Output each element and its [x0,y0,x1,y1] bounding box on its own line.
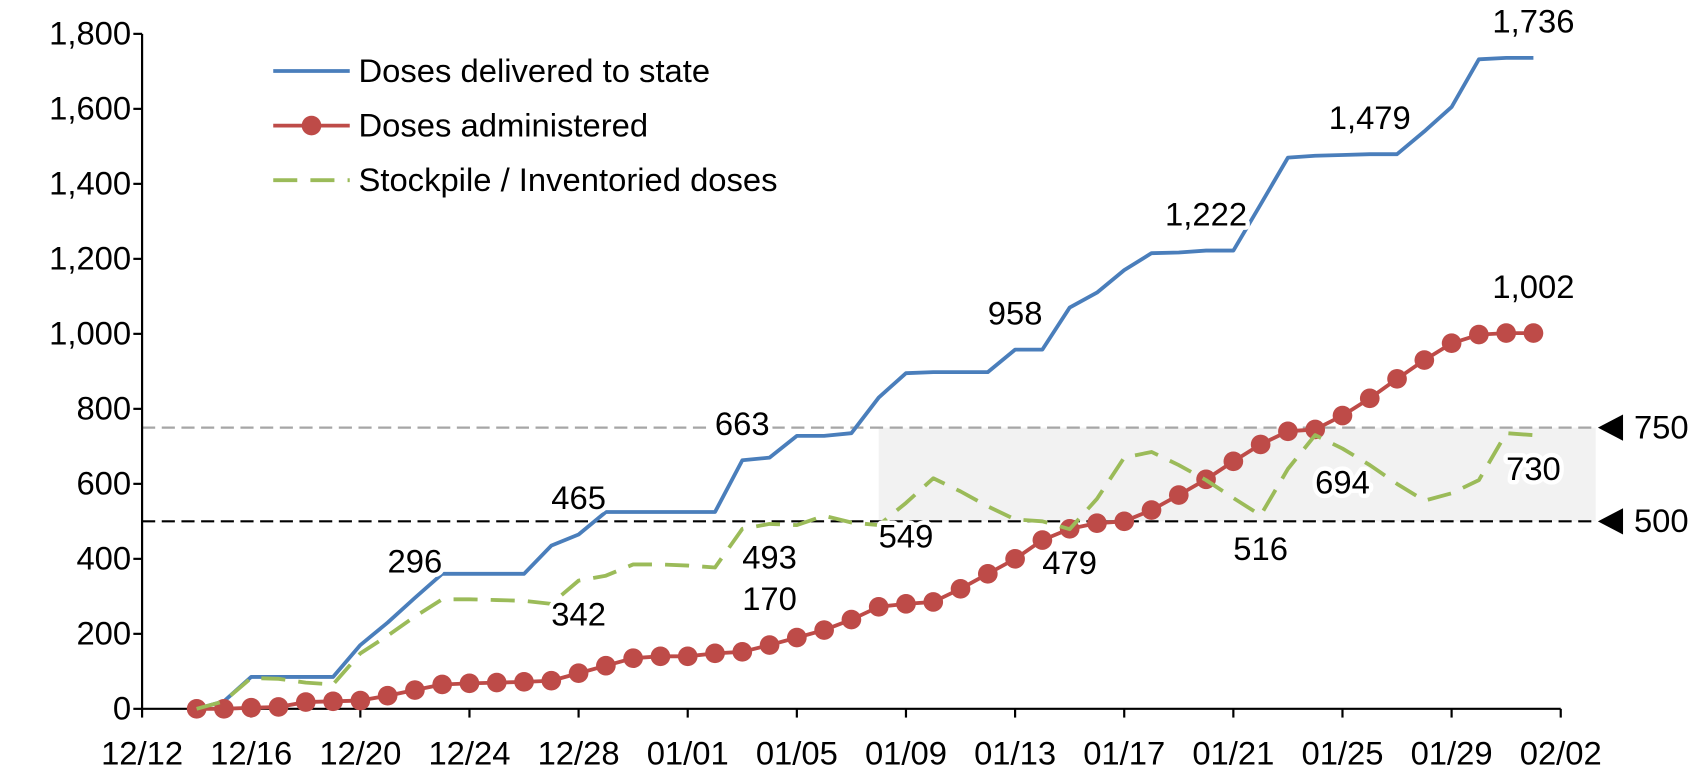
y-tick-label: 200 [76,615,131,652]
x-tick-label: 01/21 [1192,734,1274,770]
x-tick-label: 12/20 [319,734,401,770]
x-tick-label: 12/12 [101,734,183,770]
x-tick-label: 01/17 [1083,734,1165,770]
data-point [923,592,944,612]
y-tick-label: 0 [113,690,131,727]
data-point [1223,451,1244,472]
data-point [814,620,834,640]
data-label: 1,002 [1492,268,1574,305]
x-tick-label: 12/16 [210,734,292,770]
legend-label: Doses delivered to state [358,52,710,89]
y-tick-label: 1,200 [49,240,131,277]
data-label: 730 [1506,450,1561,487]
data-point [841,609,862,630]
data-label: 342 [551,595,606,632]
data-label: 493 [742,539,797,576]
data-point [1141,500,1162,520]
data-point [759,635,780,655]
legend-label: Stockpile / Inventoried doses [358,161,777,198]
x-tick-label: 01/13 [974,734,1056,770]
data-point [1278,421,1298,442]
reference-label: 500 [1634,502,1689,539]
data-point [405,680,425,700]
data-point [1523,323,1544,343]
data-point [377,685,398,706]
data-label: 1,222 [1165,195,1247,232]
data-point [596,655,616,676]
data-label: 549 [879,518,934,555]
data-label: 1,736 [1492,3,1574,40]
data-point [1414,350,1435,370]
data-label: 1,479 [1329,99,1411,136]
data-point [677,646,698,667]
reference-marker [1597,508,1624,535]
series-line [196,55,1534,711]
data-point [514,672,534,692]
data-point [1332,405,1353,426]
data-point [1496,323,1517,343]
data-point [241,697,262,718]
data-point [459,673,480,694]
y-tick-label: 600 [76,465,131,502]
data-label: 958 [988,294,1043,331]
x-tick-label: 01/01 [647,734,729,770]
data-point [1359,388,1380,409]
x-tick-label: 01/29 [1411,734,1493,770]
data-point [1250,434,1271,455]
x-tick-label: 02/02 [1520,734,1602,770]
data-point [541,670,562,691]
data-label: 694 [1315,463,1370,500]
y-tick-label: 400 [76,540,131,577]
series-line [196,431,1534,711]
legend-label: Doses administered [358,106,648,143]
data-point [486,672,507,693]
data-label: 170 [742,580,797,617]
data-label: 479 [1042,544,1097,581]
data-point [732,642,753,662]
shaded-range [878,427,1596,522]
reference-marker [1597,414,1624,441]
x-tick-label: 12/24 [428,734,510,770]
data-point [432,674,453,695]
data-point [568,663,589,684]
data-point [1305,419,1326,440]
data-point [868,597,889,617]
data-point [705,643,725,664]
data-label: 465 [551,479,606,516]
data-point [1032,530,1053,550]
data-point [896,594,916,614]
data-label: 516 [1233,530,1288,567]
data-point [650,646,671,667]
y-tick-label: 1,800 [49,15,131,52]
y-tick-label: 1,600 [49,90,131,127]
y-tick-label: 800 [76,390,131,427]
data-point [1114,511,1135,532]
reference-label: 750 [1634,408,1689,445]
data-point [1087,513,1107,534]
legend-marker [301,115,322,136]
data-point [268,697,289,717]
y-tick-label: 1,000 [49,315,131,352]
data-point [1005,549,1025,569]
y-tick-label: 1,400 [49,165,131,202]
data-point [623,648,643,669]
data-point [787,627,807,648]
data-point [323,691,343,712]
data-point [950,579,971,599]
data-label: 663 [715,405,770,442]
data-point [1168,485,1189,505]
x-tick-label: 01/25 [1301,734,1383,770]
data-point [295,692,316,712]
data-label: 296 [388,543,443,580]
x-tick-label: 12/28 [538,734,620,770]
data-point [350,690,371,711]
data-point [977,564,998,584]
data-point [1387,369,1407,389]
data-point [1469,324,1489,345]
x-tick-label: 01/05 [756,734,838,770]
x-tick-label: 01/09 [865,734,947,770]
data-point [1441,333,1462,354]
